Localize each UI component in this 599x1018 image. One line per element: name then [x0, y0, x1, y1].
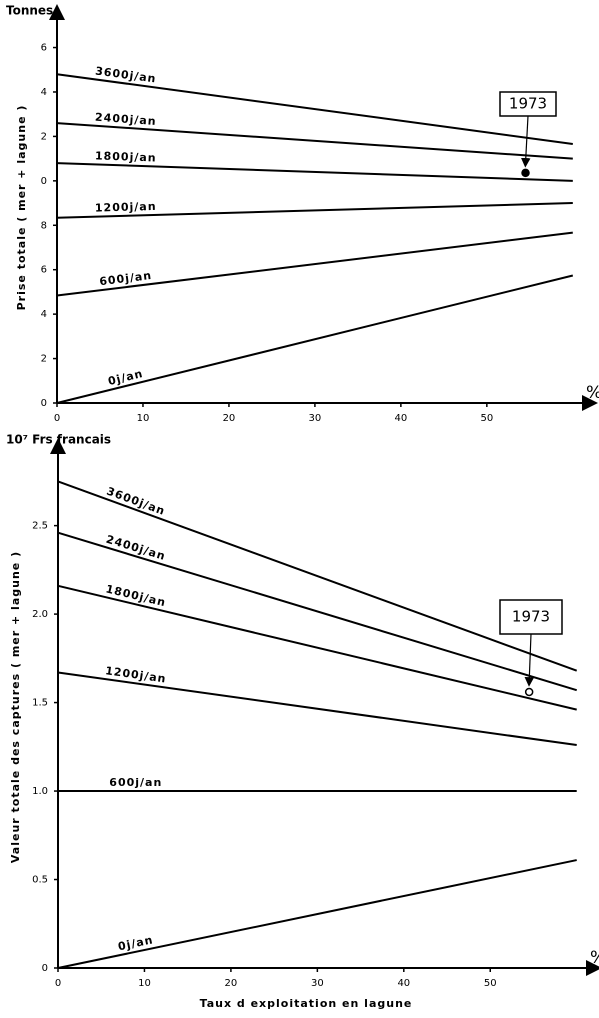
y-tick-label: 4 — [41, 309, 47, 320]
series-label: 3600j/an — [94, 64, 157, 85]
annotation-arrow — [524, 633, 535, 687]
x-tick-label: 30 — [311, 978, 324, 989]
chart-title: 10⁷ Frs francais — [6, 433, 111, 447]
series-line — [56, 231, 573, 297]
y-tick-label: 2 — [41, 354, 47, 365]
y-axis-label: Valeur totale des captures ( mer + lagun… — [9, 551, 22, 863]
series-label: 600j/an — [99, 269, 153, 288]
series-line — [57, 480, 578, 672]
x-axis-label: Taux d exploitation en lagune — [200, 997, 413, 1010]
series-line — [57, 531, 578, 692]
y-tick-label: 2.5 — [32, 521, 48, 532]
series-line — [57, 671, 577, 747]
y-tick-label: 8 — [41, 220, 47, 231]
y-axis-label: Prise totale ( mer + lagune ) — [15, 105, 28, 311]
x-tick-label: 0 — [55, 978, 61, 989]
series-label: 1200j/an — [95, 200, 157, 215]
y-tick-label: 0 — [41, 398, 47, 409]
series-label: 2400j/an — [105, 533, 168, 563]
series-line — [56, 122, 573, 160]
x-tick-label: 10 — [138, 978, 151, 989]
y-tick-label: 0 — [41, 176, 47, 187]
series-line — [56, 274, 574, 404]
series-line — [56, 162, 573, 182]
annotation-point — [524, 687, 534, 697]
y-tick-label: 2.0 — [32, 609, 48, 620]
x-tick-label: 20 — [223, 413, 236, 424]
series-line — [57, 859, 577, 969]
y-tick-label: 6 — [41, 265, 47, 276]
series-label: 600j/an — [109, 776, 162, 789]
annotation-arrow — [520, 115, 531, 168]
y-tick-label: 0.5 — [32, 875, 48, 886]
series-line — [56, 202, 573, 219]
x-tick-label: 50 — [480, 413, 493, 424]
y-tick-label: 1.5 — [32, 698, 48, 709]
x-unit: % — [590, 948, 599, 968]
series-label: 2400j/an — [95, 111, 157, 128]
annotation-box — [499, 91, 557, 117]
series-label: 1800j/an — [95, 149, 157, 164]
x-tick-label: 40 — [395, 413, 408, 424]
series-line — [57, 584, 577, 711]
annotation-box — [499, 599, 563, 635]
y-tick-label: 0 — [42, 963, 48, 974]
x-unit: % — [586, 383, 599, 403]
x-tick-label: 30 — [309, 413, 322, 424]
chart-title: Tonnes — [6, 4, 53, 18]
y-tick-label: 6 — [41, 43, 47, 54]
annotation-label: 1973 — [512, 608, 550, 626]
series-label: 0j/an — [117, 933, 155, 953]
y-tick-label: 1.0 — [32, 786, 48, 797]
x-tick-label: 0 — [54, 413, 60, 424]
x-tick-label: 40 — [397, 978, 410, 989]
x-tick-label: 20 — [225, 978, 238, 989]
series-label: 0j/an — [107, 367, 145, 388]
x-tick-label: 10 — [137, 413, 150, 424]
y-tick-label: 2 — [41, 131, 47, 142]
series-line — [56, 73, 573, 145]
annotation-label: 1973 — [509, 95, 547, 113]
y-tick-label: 4 — [41, 87, 47, 98]
annotation-point — [521, 168, 530, 178]
x-tick-label: 50 — [484, 978, 497, 989]
